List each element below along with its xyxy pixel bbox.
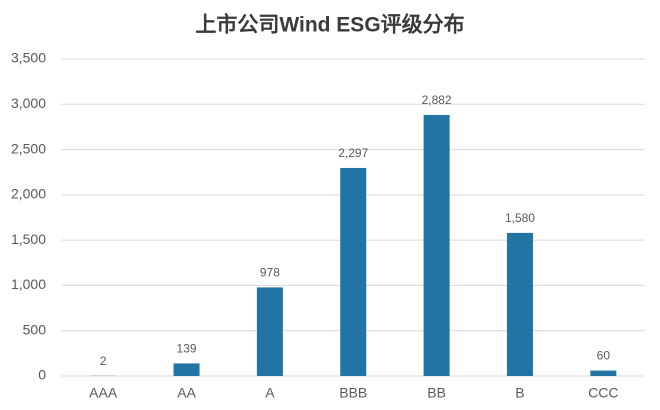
bar [340,167,367,376]
bar [590,370,617,376]
y-tick-label: 3,000 [11,95,46,111]
value-label: 2,882 [422,93,452,107]
x-tick-label: AA [177,385,196,401]
x-tick-label: AAA [89,385,118,401]
y-tick-label: 1,000 [11,276,46,292]
bar [256,287,283,376]
y-tick-label: 2,500 [11,140,46,156]
y-tick-label: 0 [38,367,46,383]
bar [423,114,450,376]
bar [506,232,533,376]
value-label: 2 [100,354,107,368]
x-tick-label: B [515,385,524,401]
value-label: 1,580 [505,211,535,225]
y-tick-label: 3,500 [11,50,46,66]
chart-title: 上市公司Wind ESG评级分布 [195,13,464,37]
x-tick-label: A [265,385,275,401]
x-tick-label: CCC [588,385,618,401]
value-label: 139 [177,342,197,356]
y-tick-label: 500 [23,321,47,337]
y-tick-label: 2,000 [11,186,46,202]
x-tick-label: BB [427,385,446,401]
value-label: 2,297 [338,146,368,160]
x-tick-label: BBB [339,385,367,401]
y-tick-label: 1,500 [11,231,46,247]
value-label: 60 [597,349,611,363]
bar [173,363,200,376]
value-label: 978 [260,266,280,280]
